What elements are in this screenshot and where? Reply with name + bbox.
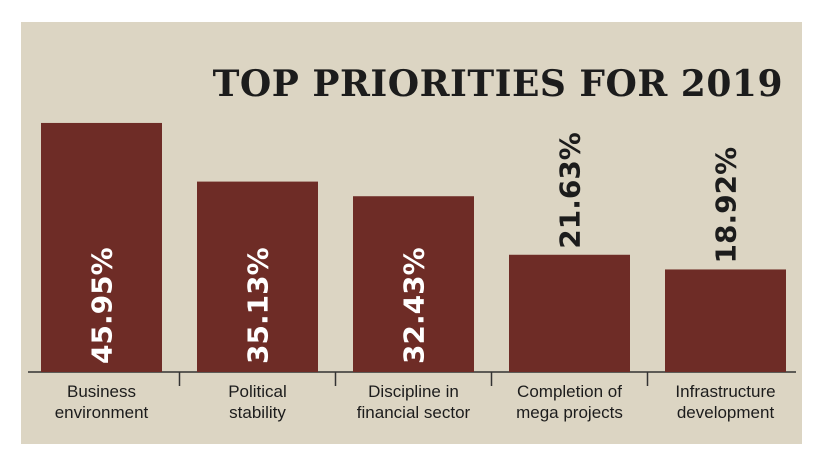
category-label: Business environment <box>55 382 149 422</box>
category-label: Discipline in financial sector <box>357 382 471 422</box>
bar <box>509 254 630 372</box>
data-label: 35.13% <box>242 247 275 364</box>
bars: 45.95% 35.13% 32.43% 21.63% 18.92% <box>41 122 786 373</box>
data-label: 32.43% <box>398 247 431 364</box>
category-label: Infrastructure development <box>675 382 775 422</box>
category-label: Completion of mega projects <box>516 382 623 422</box>
axis-ticks <box>178 372 649 386</box>
category-label: Political stability <box>228 382 287 422</box>
data-label: 45.95% <box>86 247 119 364</box>
data-label: 18.92% <box>710 147 743 264</box>
data-label: 21.63% <box>554 132 587 249</box>
chart-title: TOP PRIORITIES FOR 2019 <box>213 63 783 105</box>
bar <box>197 181 318 372</box>
category-labels: Business environment Political stability Dis… <box>55 382 776 422</box>
bar <box>41 122 162 373</box>
bar <box>353 196 474 372</box>
bar <box>665 269 786 372</box>
